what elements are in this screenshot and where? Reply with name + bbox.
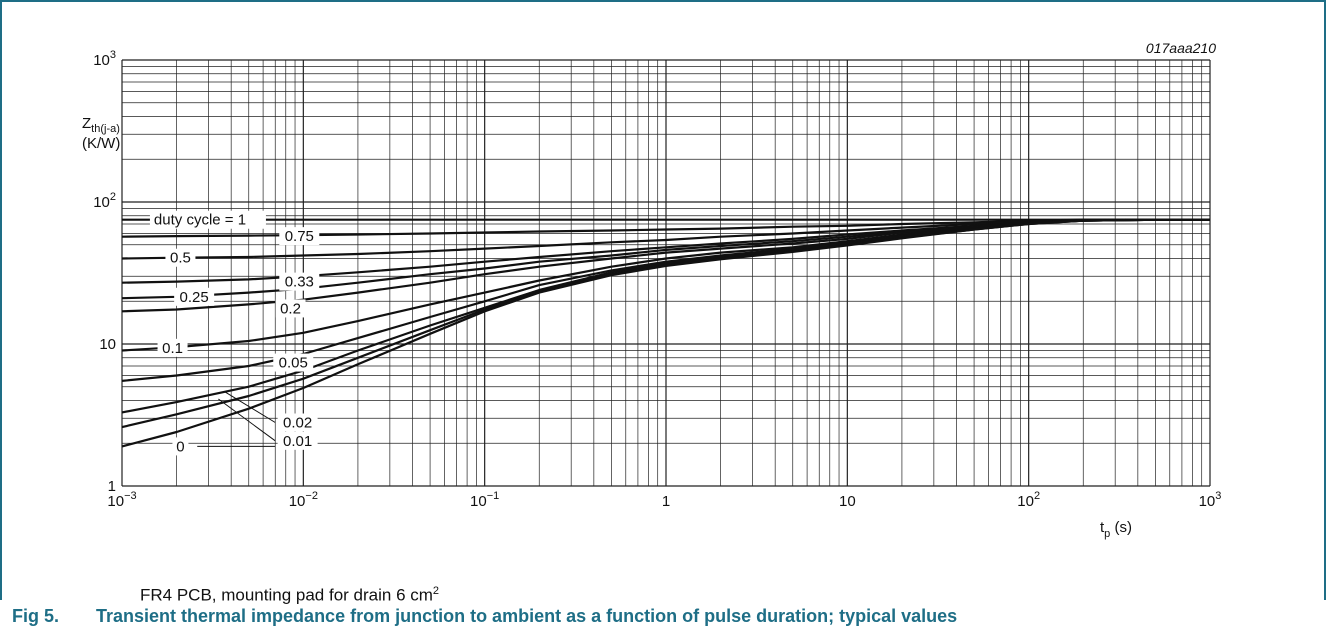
figure-code: 017aaa210: [1145, 40, 1216, 56]
x-tick-label-6: 103: [1199, 490, 1222, 510]
frame-top-rule: [0, 0, 1326, 2]
curve-label-bg: [165, 248, 196, 267]
curve-label-bg: [172, 437, 189, 456]
curve-label-9: 0.01: [283, 433, 312, 450]
frame-left-rule: [0, 0, 2, 600]
x-tick-label-1: 10−2: [289, 490, 318, 510]
curve-label-7: 0.05: [279, 355, 308, 372]
figure-note: FR4 PCB, mounting pad for drain 6 cm2: [140, 585, 439, 606]
curve-label-4: 0.25: [180, 289, 209, 306]
chart-tick-labels: 10−3 10−2 10−1 1 10 102 103 1 10 102 103: [93, 49, 1221, 510]
chart-curve-labels: duty cycle = 1 0.75 0.5 0.33 0.25 0.2 0.1 0.05 0…: [149, 210, 320, 456]
curve-label-10: 0: [176, 438, 184, 455]
curve-label-3: 0.33: [285, 274, 314, 291]
curve-label-8: 0.02: [283, 415, 312, 432]
curve-label-bg: [277, 431, 318, 450]
y-tick-label-3: 103: [93, 49, 116, 69]
x-tick-label-3: 1: [662, 493, 670, 510]
figure-caption-text: Transient thermal impedance from junctio…: [96, 606, 958, 626]
series-line-10: [121, 218, 1210, 448]
figure-caption: Fig 5. Transient thermal impedance from j…: [12, 606, 957, 627]
figure-number: Fig 5.: [12, 606, 60, 626]
curve-label-bg: [157, 338, 188, 357]
y-tick-label-1: 10: [99, 336, 116, 353]
leader-line-0.01: [218, 398, 276, 442]
curve-label-1: 0.75: [285, 228, 314, 245]
curve-label-5: 0.2: [280, 300, 301, 317]
x-tick-label-4: 10: [839, 493, 856, 510]
y-axis-title: Zth(j-a): [82, 115, 120, 135]
x-tick-label-2: 10−1: [470, 490, 499, 510]
curve-label-bg: [279, 272, 320, 291]
y-axis-unit: (K/W): [82, 135, 120, 152]
frame-right-rule: [1324, 0, 1326, 600]
chart-axis-titles: tp (s) Zth(j-a)(K/W): [82, 115, 1132, 540]
curve-label-2: 0.5: [170, 250, 191, 267]
y-tick-label-0: 1: [108, 478, 116, 495]
figure-note-superscript: 2: [432, 585, 440, 597]
curve-label-bg: [273, 353, 314, 372]
curve-label-bg: [174, 287, 215, 306]
curve-label-bg: [275, 299, 306, 318]
curve-label-6: 0.1: [162, 340, 183, 357]
curve-label-0: duty cycle = 1: [154, 212, 246, 229]
curve-label-bg: [277, 413, 318, 432]
y-tick-label-2: 102: [93, 191, 116, 211]
x-tick-label-0: 10−3: [107, 490, 136, 510]
curve-label-bg: [279, 227, 320, 246]
curve-label-bg: [149, 210, 266, 229]
x-axis-title: tp (s): [1100, 519, 1132, 540]
figure-note-text: FR4 PCB, mounting pad for drain 6 cm: [140, 585, 433, 605]
x-tick-label-5: 102: [1017, 490, 1040, 510]
leader-line-0.02: [224, 391, 276, 423]
